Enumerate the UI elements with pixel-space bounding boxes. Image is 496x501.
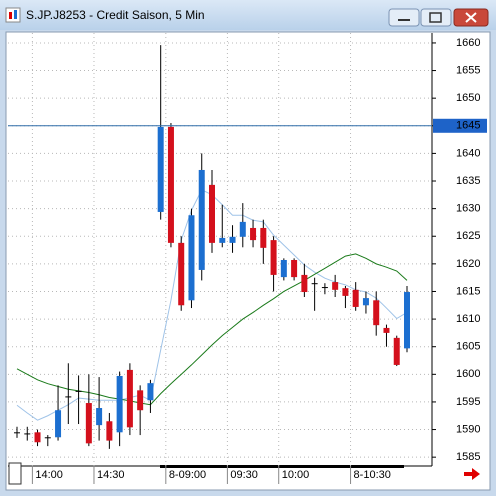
y-tick-label: 1650 <box>456 92 480 104</box>
y-tick-label: 1625 <box>456 230 480 242</box>
y-tick-label: 1610 <box>456 313 480 325</box>
candle-body <box>270 240 277 275</box>
scroll-arrow[interactable] <box>464 468 480 480</box>
x-tick-label: 14:30 <box>97 469 125 481</box>
candle-body <box>147 383 154 401</box>
y-tick-label: 1630 <box>456 203 480 215</box>
candle-body <box>24 433 31 435</box>
candle-body <box>157 126 164 212</box>
candle-body <box>301 274 308 293</box>
candle-body <box>137 390 144 411</box>
icon-bar <box>9 12 12 19</box>
scroll-range <box>160 465 404 468</box>
price-label-bg <box>433 118 487 133</box>
candle-body <box>34 432 41 443</box>
window-title: S.JP.J8253 - Credit Saison, 5 Min <box>26 8 205 22</box>
maximize-icon <box>429 12 442 23</box>
plot-area: 1585 1590 1595 1600 1605 1610 1615 1620 1625 1630… <box>8 33 487 484</box>
candle-body <box>291 259 298 278</box>
scroll-box[interactable] <box>8 462 22 485</box>
y-tick-label: 1615 <box>456 285 480 297</box>
candle-body <box>167 126 174 243</box>
candle-body <box>260 227 267 248</box>
candle-body <box>342 288 349 296</box>
candle-body <box>239 221 246 237</box>
candle-body <box>106 421 113 441</box>
candle-body <box>44 437 51 439</box>
y-tick-label: 1640 <box>456 147 480 159</box>
price-label: 1645 <box>456 120 480 132</box>
moving-average-line <box>16 253 408 406</box>
x-tick-label: 09:30 <box>230 469 258 481</box>
candle-body <box>404 292 410 349</box>
y-tick-label: 1655 <box>456 64 480 76</box>
candle-body <box>332 282 339 290</box>
x-tick-label: 8-09:00 <box>169 469 206 481</box>
y-tick-label: 1590 <box>456 423 480 435</box>
y-tick-label: 1605 <box>456 341 480 353</box>
candle-body <box>383 327 390 333</box>
candle-body <box>85 403 92 444</box>
candle-body <box>126 369 133 428</box>
candle-body <box>321 287 328 289</box>
candle-body <box>198 169 205 270</box>
icon-bar <box>14 10 17 19</box>
x-tick-label: 10:00 <box>282 469 310 481</box>
candle-body <box>362 298 369 306</box>
candle-body <box>219 237 226 243</box>
candle-body <box>250 227 257 241</box>
y-tick-label: 1660 <box>456 37 480 49</box>
candle-body <box>352 289 359 307</box>
close-icon <box>465 12 477 23</box>
y-tick-label: 1595 <box>456 396 480 408</box>
candle-body <box>178 242 185 306</box>
candle-body <box>65 396 72 398</box>
candle-body <box>311 283 318 285</box>
candle-body <box>373 300 380 326</box>
candle-body <box>55 410 62 438</box>
candle-body <box>188 215 195 301</box>
y-tick-label: 1635 <box>456 175 480 187</box>
minimize-button[interactable] <box>388 8 420 27</box>
candle-body <box>209 184 215 243</box>
x-tick-label: 8-10:30 <box>354 469 391 481</box>
candle-body <box>96 408 103 426</box>
candle-body <box>116 375 123 433</box>
candle-body <box>393 337 400 365</box>
y-tick-label: 1585 <box>456 451 480 463</box>
candle-body <box>75 390 82 392</box>
x-tick-label: 14:00 <box>35 469 63 481</box>
y-tick-label: 1620 <box>456 258 480 270</box>
candle-body <box>14 432 20 434</box>
window-icon <box>5 7 21 23</box>
y-tick-label: 1600 <box>456 368 480 380</box>
maximize-button[interactable] <box>420 8 452 27</box>
candle-body <box>280 259 287 278</box>
candle-body <box>229 236 236 243</box>
